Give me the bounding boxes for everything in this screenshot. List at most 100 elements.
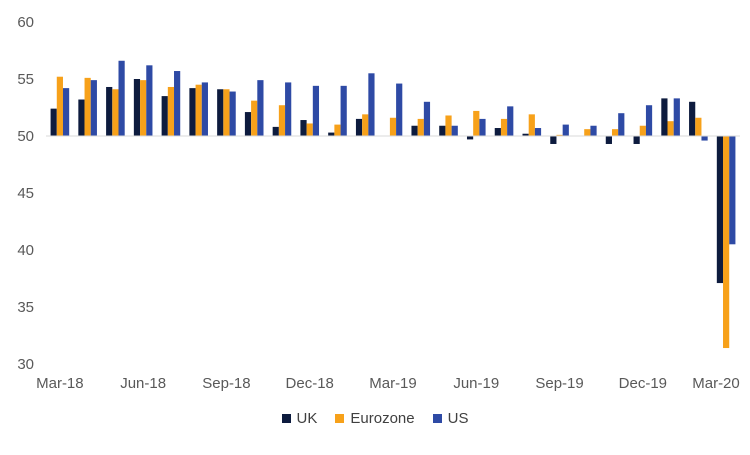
y-tick-label: 30 xyxy=(17,356,34,373)
bar-uk-apr-18 xyxy=(78,99,85,136)
bar-us-nov-18 xyxy=(285,82,292,136)
bar-uk-nov-18 xyxy=(272,126,279,136)
bar-us-jul-19 xyxy=(507,106,514,136)
legend-swatch xyxy=(281,414,291,423)
y-tick-label: 35 xyxy=(17,299,34,316)
legend-item-uk: UK xyxy=(281,410,318,427)
legend-label: Eurozone xyxy=(350,410,415,427)
x-tick-label: Sep-18 xyxy=(202,375,250,392)
bar-uk-aug-18 xyxy=(189,88,196,136)
bar-uk-may-18 xyxy=(106,86,113,136)
x-tick-label: Sep-19 xyxy=(535,375,583,392)
bar-us-jun-19 xyxy=(479,118,486,136)
bar-eurozone-sep-18 xyxy=(223,89,230,136)
bar-uk-nov-19 xyxy=(605,136,612,144)
bar-us-dec-18 xyxy=(312,85,320,136)
bar-eurozone-mar-20 xyxy=(723,136,730,349)
legend-label: US xyxy=(447,410,469,427)
bar-us-aug-18 xyxy=(201,82,208,136)
y-tick-label: 50 xyxy=(17,128,34,145)
x-tick-label: Dec-19 xyxy=(619,375,667,392)
x-tick-label: Jun-18 xyxy=(120,375,166,392)
bar-us-oct-19 xyxy=(590,125,597,136)
bar-eurozone-apr-18 xyxy=(84,77,91,136)
legend-swatch xyxy=(432,414,442,423)
bar-us-mar-19 xyxy=(396,83,403,136)
y-tick-label: 45 xyxy=(17,185,34,202)
bar-us-apr-19 xyxy=(423,101,431,136)
bar-eurozone-oct-18 xyxy=(251,100,258,136)
bar-uk-dec-19 xyxy=(633,136,640,144)
x-tick-label: Jun-19 xyxy=(453,375,499,392)
bar-us-sep-19 xyxy=(562,124,569,136)
bar-eurozone-aug-18 xyxy=(195,84,202,136)
bar-uk-oct-18 xyxy=(244,112,252,136)
bar-eurozone-mar-19 xyxy=(389,117,397,136)
bar-eurozone-jul-19 xyxy=(500,118,508,136)
chart-legend: UK Eurozone US xyxy=(0,410,750,427)
bar-uk-feb-20 xyxy=(689,101,696,136)
bars-group xyxy=(50,60,736,349)
bar-us-mar-20 xyxy=(729,136,736,245)
bar-eurozone-may-19 xyxy=(445,115,452,136)
bar-uk-jun-18 xyxy=(133,79,141,136)
bar-eurozone-nov-19 xyxy=(611,129,619,136)
bar-uk-apr-19 xyxy=(411,125,418,136)
legend-swatch xyxy=(335,414,345,423)
bar-us-dec-19 xyxy=(645,105,653,136)
bar-us-feb-20 xyxy=(701,136,708,141)
bar-us-aug-19 xyxy=(534,128,542,136)
bar-uk-aug-19 xyxy=(522,133,529,136)
legend-label: UK xyxy=(296,410,318,427)
bar-eurozone-sep-19 xyxy=(556,134,563,136)
y-tick-label: 55 xyxy=(17,71,34,88)
bar-eurozone-feb-20 xyxy=(695,117,702,136)
bar-uk-jan-19 xyxy=(328,132,335,136)
bar-eurozone-jul-18 xyxy=(167,86,175,136)
bar-us-nov-19 xyxy=(618,113,625,136)
bar-uk-jun-19 xyxy=(466,136,474,140)
bar-eurozone-jun-19 xyxy=(473,110,480,136)
bar-eurozone-nov-18 xyxy=(278,105,286,136)
bar-us-oct-18 xyxy=(257,80,264,136)
bar-uk-jul-18 xyxy=(161,96,168,136)
bar-eurozone-dec-19 xyxy=(639,125,646,136)
legend-item-us: US xyxy=(432,410,469,427)
bar-eurozone-mar-18 xyxy=(56,76,63,136)
y-tick-label: 60 xyxy=(17,14,34,31)
bar-eurozone-dec-18 xyxy=(306,123,313,136)
bar-us-jan-20 xyxy=(673,98,680,136)
bar-us-may-19 xyxy=(451,125,458,136)
bar-eurozone-apr-19 xyxy=(417,118,424,136)
y-tick-label: 40 xyxy=(17,242,34,259)
x-tick-label: Mar-20 xyxy=(692,375,740,392)
bar-uk-may-19 xyxy=(439,125,446,136)
x-tick-label: Dec-18 xyxy=(286,375,334,392)
bar-us-feb-19 xyxy=(368,73,375,136)
bar-uk-mar-18 xyxy=(50,108,57,136)
x-tick-label: Mar-19 xyxy=(369,375,417,392)
bar-us-jul-18 xyxy=(174,71,181,136)
bar-uk-dec-18 xyxy=(300,120,307,136)
bar-us-apr-18 xyxy=(90,80,97,136)
bar-uk-feb-19 xyxy=(355,118,363,136)
x-tick-label: Mar-18 xyxy=(36,375,84,392)
bar-us-mar-18 xyxy=(62,88,70,136)
bar-eurozone-jan-19 xyxy=(334,124,341,136)
bar-eurozone-feb-19 xyxy=(362,114,369,136)
bar-uk-mar-20 xyxy=(716,136,724,284)
bar-eurozone-jan-20 xyxy=(667,121,674,136)
bar-eurozone-jun-18 xyxy=(140,80,147,136)
bar-uk-sep-19 xyxy=(550,136,557,144)
bar-uk-jul-19 xyxy=(494,128,501,136)
bar-us-sep-18 xyxy=(229,91,236,136)
bar-us-jun-18 xyxy=(146,65,153,136)
bar-us-may-18 xyxy=(118,60,125,137)
y-axis-ticks: 30 35 40 45 50 55 60 xyxy=(17,14,34,373)
bar-us-jan-19 xyxy=(340,85,347,136)
bar-uk-sep-18 xyxy=(217,89,224,136)
bar-eurozone-aug-19 xyxy=(528,114,535,136)
bar-uk-jan-20 xyxy=(661,98,668,136)
